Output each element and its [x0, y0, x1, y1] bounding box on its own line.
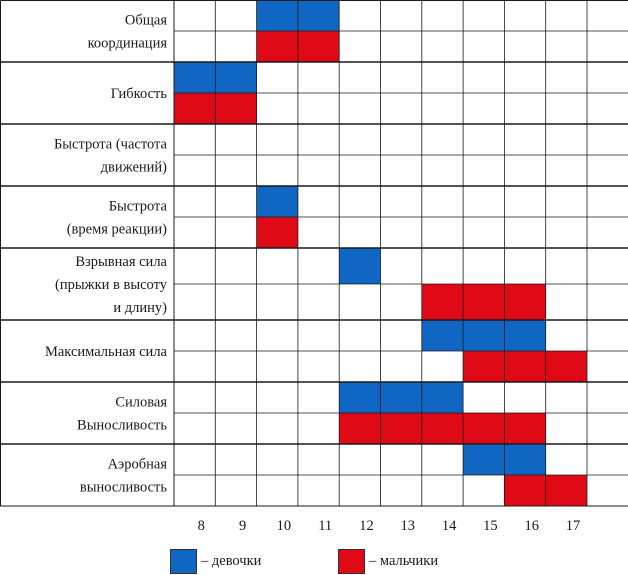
girls-bar-7 [339, 382, 464, 413]
category-label-1-line-2: координация [88, 36, 168, 52]
age-periods-chart: Общая координация Гибкость Быстрота (частот… [0, 0, 628, 535]
x-tick-17: 17 [566, 518, 581, 534]
boys-bar-7 [339, 413, 546, 444]
legend-boys-label: – мальчики [369, 552, 439, 569]
boys-bar-4 [256, 217, 298, 248]
x-tick-14: 14 [442, 518, 457, 534]
legend-girls-swatch [170, 548, 197, 574]
category-label-7-line-2: Выносливость [77, 418, 167, 434]
boys-bar-6 [463, 351, 587, 382]
category-label-8-line-2: выносливость [80, 480, 168, 496]
x-tick-15: 15 [483, 518, 498, 534]
girls-bar-6 [421, 320, 546, 351]
category-label-3-line-1: Быстрота (частота [54, 137, 168, 153]
x-tick-11: 11 [318, 518, 332, 534]
category-label-1-line-1: Общая [125, 13, 167, 29]
girls-bar-4 [256, 186, 298, 217]
legend-boys: – мальчики [338, 547, 438, 575]
legend-girls: – девочки [170, 547, 261, 575]
category-label-5-line-2: (прыжки в высоту [55, 277, 168, 293]
category-label-7-line-1: Силовая [115, 395, 167, 411]
x-tick-8: 8 [198, 518, 205, 534]
category-label-5-line-3: и длину) [113, 300, 167, 316]
category-label-5-line-1: Взрывная сила [75, 254, 167, 270]
grid [0, 0, 628, 507]
x-tick-13: 13 [401, 518, 416, 534]
x-tick-12: 12 [359, 518, 374, 534]
category-label-4-line-1: Быстрота [109, 199, 168, 215]
category-label-6-line-1: Максимальная сила [45, 344, 168, 360]
labels: Общая координация Гибкость Быстрота (частот… [45, 13, 580, 535]
legend-boys-swatch [338, 548, 365, 574]
category-label-8-line-1: Аэробная [108, 457, 168, 473]
girls-bar-5 [339, 248, 381, 284]
x-tick-10: 10 [277, 518, 292, 534]
x-tick-9: 9 [239, 518, 246, 534]
boys-bar-5 [421, 284, 546, 320]
x-tick-16: 16 [524, 518, 539, 534]
category-label-4-line-2: (время реакции) [67, 222, 167, 238]
category-label-3-line-2: движений) [101, 160, 168, 176]
category-label-2-line-1: Гибкость [111, 86, 168, 102]
legend-girls-label: – девочки [201, 552, 262, 569]
